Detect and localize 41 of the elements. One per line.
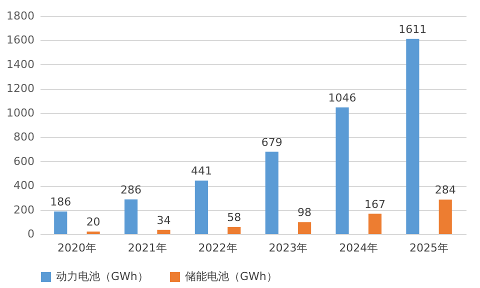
y-tick-label: 0: [28, 228, 34, 240]
data-label: 1611: [398, 22, 427, 36]
y-tick-label: 600: [14, 154, 34, 168]
y-tick-label: 200: [14, 203, 34, 216]
bar: [194, 180, 208, 234]
bar: [406, 38, 420, 234]
y-tick-label: 400: [14, 179, 34, 192]
legend-label: 动力电池（GWh）: [56, 270, 148, 283]
bar: [228, 226, 241, 234]
y-tick-label: 800: [14, 130, 34, 144]
bar: [368, 214, 382, 234]
bar: [336, 107, 349, 234]
data-label: 34: [156, 214, 171, 227]
x-tick-label: 2020年: [57, 242, 96, 254]
bar: [438, 200, 452, 234]
x-tick-label: 2021年: [128, 242, 167, 254]
legend-label: 储能电池（GWh）: [185, 270, 278, 283]
bar: [298, 222, 312, 234]
y-tick-label: 1800: [6, 10, 34, 22]
x-tick-label: 2024年: [339, 242, 378, 254]
data-label: 20: [86, 216, 100, 229]
data-label: 98: [298, 206, 312, 220]
data-label: 284: [434, 184, 456, 197]
y-tick-label: 1400: [6, 58, 34, 71]
x-tick-label: 2023年: [268, 242, 308, 254]
data-label: 186: [50, 195, 72, 208]
data-label: 167: [364, 198, 386, 211]
bar: [157, 230, 170, 234]
x-tick-label: 2022年: [198, 242, 238, 254]
data-label: 441: [190, 164, 212, 178]
y-tick-label: 1200: [6, 82, 34, 96]
data-label: 1046: [328, 91, 356, 104]
data-label: 679: [261, 136, 282, 149]
y-tick-label: 1600: [6, 34, 34, 47]
y-tick-label: 1000: [6, 106, 34, 120]
x-tick-label: 2025年: [410, 242, 449, 254]
bar: [124, 199, 138, 234]
data-label: 286: [120, 183, 142, 196]
bar: [54, 211, 68, 234]
data-label: 58: [227, 210, 242, 224]
bar: [265, 152, 278, 234]
